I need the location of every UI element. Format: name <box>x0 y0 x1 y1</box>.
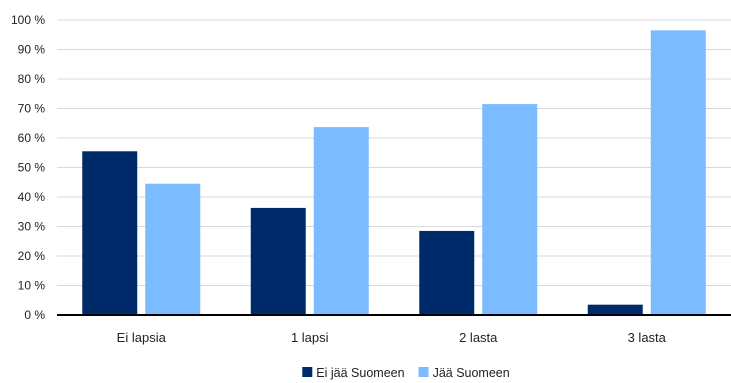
legend-label-ei-jaa-suomeen: Ei jää Suomeen <box>316 366 404 380</box>
y-tick-label-20: 20 % <box>18 249 46 263</box>
y-tick-label-100: 100 % <box>11 13 45 27</box>
y-tick-label-90: 90 % <box>18 43 46 57</box>
x-category-label-1-lapsi: 1 lapsi <box>291 330 329 345</box>
x-category-label-2-lasta: 2 lasta <box>459 330 498 345</box>
bar-jaa-suomeen-3-lasta <box>650 30 706 315</box>
bar-ei-jaa-suomeen-3-lasta <box>587 304 643 315</box>
y-tick-label-70: 70 % <box>18 102 46 116</box>
bar-ei-jaa-suomeen-2-lasta <box>419 230 475 315</box>
x-category-label-3-lasta: 3 lasta <box>628 330 667 345</box>
legend-swatch-ei-jaa-suomeen <box>302 367 313 377</box>
y-tick-label-0: 0 % <box>24 308 45 322</box>
y-tick-label-10: 10 % <box>18 279 46 293</box>
y-axis-ticks: 0 % 10 % 20 % 30 % 40 % 50 % 60 % 70 % 80 % 90 % 1… <box>11 13 45 322</box>
legend-swatch-jaa-suomeen <box>418 367 429 377</box>
y-tick-label-60: 60 % <box>18 131 46 145</box>
bars <box>82 30 706 316</box>
y-tick-label-40: 40 % <box>18 190 46 204</box>
bar-ei-jaa-suomeen-1-lapsi <box>250 207 306 315</box>
bar-jaa-suomeen-ei-lapsia <box>145 183 201 315</box>
x-category-label-ei-lapsia: Ei lapsia <box>117 330 167 345</box>
y-tick-label-80: 80 % <box>18 72 46 86</box>
legend-label-jaa-suomeen: Jää Suomeen <box>433 366 510 380</box>
bar-ei-jaa-suomeen-ei-lapsia <box>82 151 138 315</box>
y-tick-label-30: 30 % <box>18 220 46 234</box>
bar-jaa-suomeen-2-lasta <box>482 104 538 315</box>
y-tick-label-50: 50 % <box>18 161 46 175</box>
bar-jaa-suomeen-1-lapsi <box>313 127 369 316</box>
x-axis-categories: Ei lapsia 1 lapsi 2 lasta 3 lasta <box>117 330 667 345</box>
legend: Ei jää Suomeen Jää Suomeen <box>302 366 510 380</box>
